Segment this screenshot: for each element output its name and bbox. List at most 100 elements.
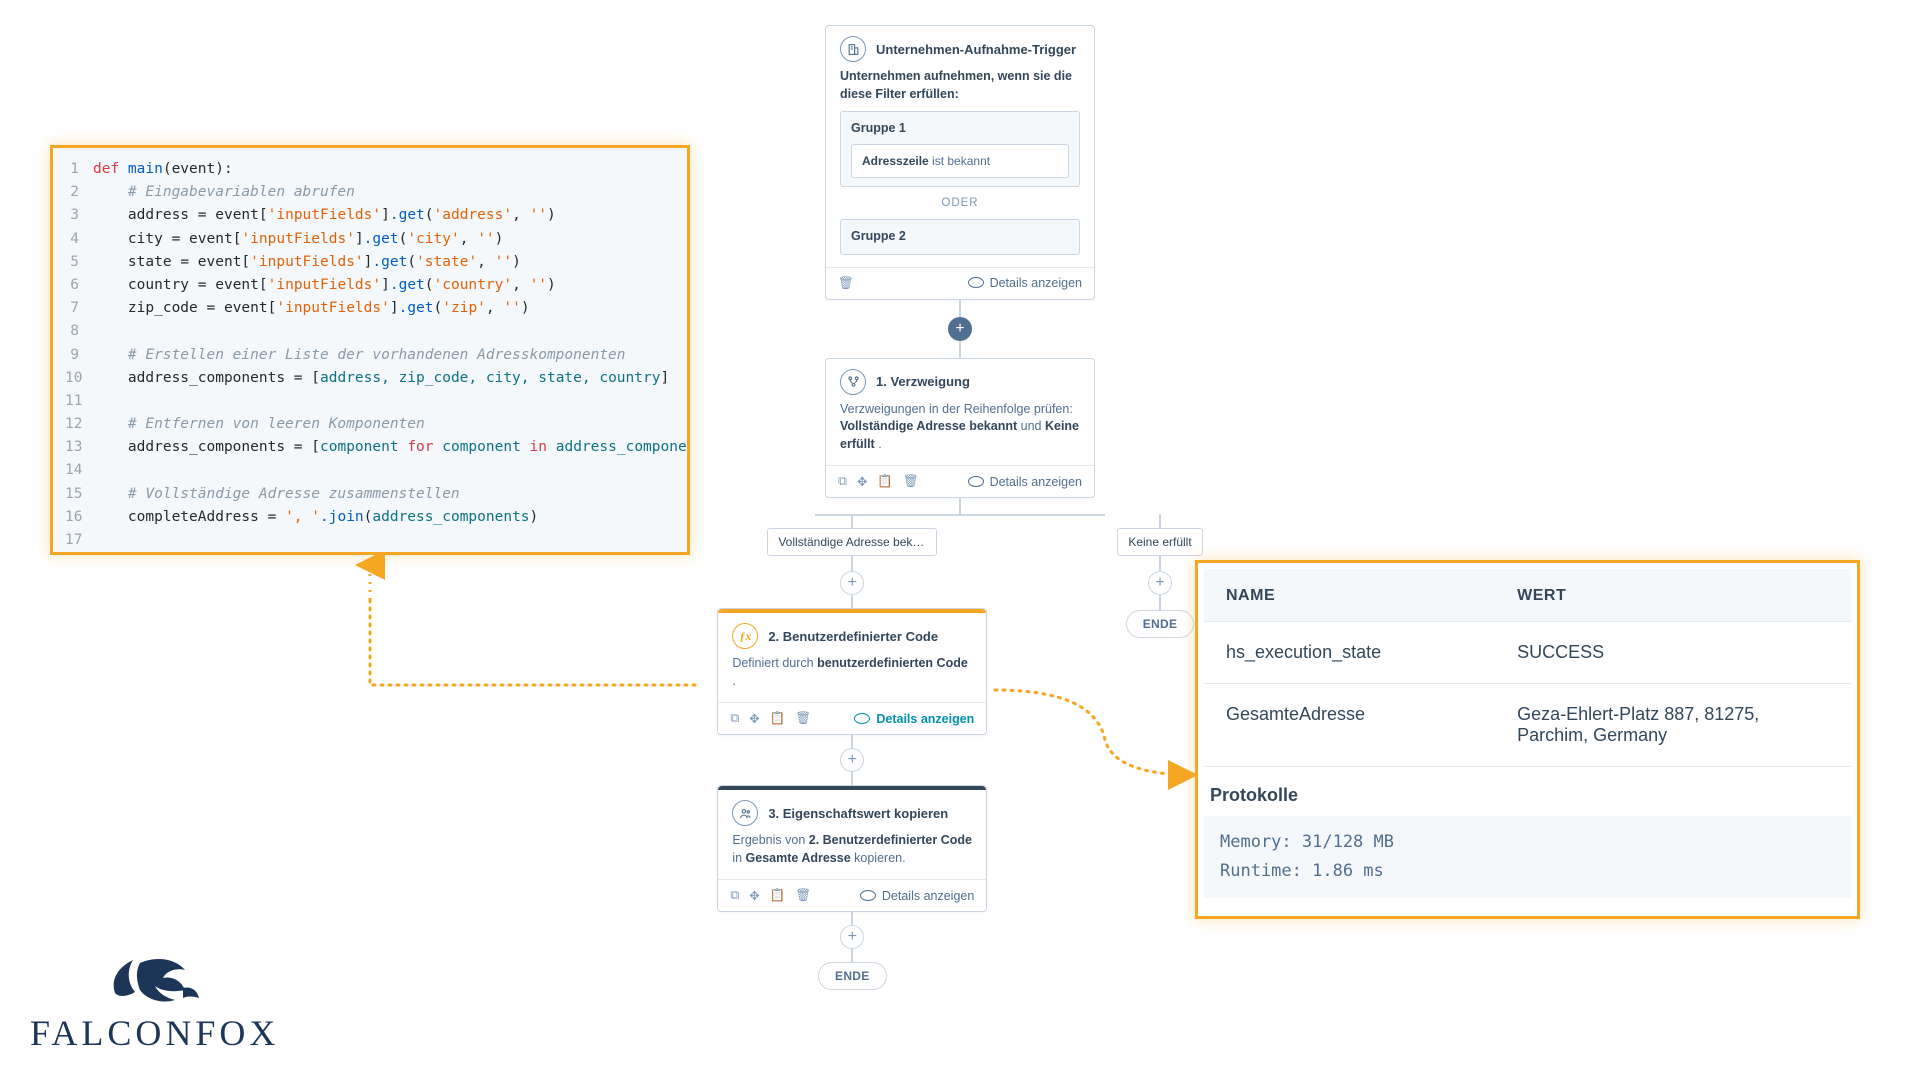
code-step-title: 2. Benutzerdefinierter Code xyxy=(768,629,938,644)
connector xyxy=(851,771,853,785)
filter-group-2-label: Gruppe 2 xyxy=(851,229,906,243)
filter-rule-cond: ist bekannt xyxy=(929,154,990,168)
result-col-name: NAME xyxy=(1204,569,1495,622)
code-icon: ƒx xyxy=(732,623,758,649)
eye-icon xyxy=(854,712,870,726)
add-step-button[interactable]: + xyxy=(948,317,972,341)
copy-step-body-bold2: Gesamte Adresse xyxy=(746,851,851,865)
branch-body-suffix: . xyxy=(878,437,881,451)
connector xyxy=(851,948,853,962)
branch-card[interactable]: 1. Verzweigung Verzweigungen in der Reih… xyxy=(825,358,1095,499)
delete-icon[interactable]: 🗑 xyxy=(795,888,811,903)
delete-icon[interactable]: 🗑 xyxy=(903,474,919,489)
result-cell-name: GesamteAdresse xyxy=(1204,684,1495,767)
details-link[interactable]: Details anzeigen xyxy=(860,889,974,903)
code-line: 16 completeAddress = ', '.join(address_c… xyxy=(65,506,675,529)
connector xyxy=(1159,594,1161,610)
result-row: hs_execution_state SUCCESS xyxy=(1204,622,1851,684)
code-line: 2 # Eingabevariablen abrufen xyxy=(65,181,675,204)
details-link[interactable]: Details anzeigen xyxy=(968,475,1082,489)
delete-icon[interactable]: 🗑 xyxy=(795,711,811,726)
end-node: ENDE xyxy=(818,962,887,990)
code-line: 18 # Ausgabevariablen zurückgeben xyxy=(65,552,675,555)
details-label: Details anzeigen xyxy=(876,712,974,726)
clipboard-icon[interactable]: 📋 xyxy=(770,888,786,903)
result-cell-value: SUCCESS xyxy=(1495,622,1851,684)
connector xyxy=(959,340,961,358)
code-line: 12 # Entfernen von leeren Komponenten xyxy=(65,413,675,436)
connector xyxy=(851,514,853,528)
details-link[interactable]: Details anzeigen xyxy=(854,712,974,726)
connector xyxy=(959,300,961,318)
branch-icon xyxy=(840,369,866,395)
move-icon[interactable]: ✥ xyxy=(857,474,867,489)
code-line: 13 address_components = [component for c… xyxy=(65,436,675,459)
result-panel: NAME WERT hs_execution_state SUCCESS Ges… xyxy=(1195,560,1860,919)
code-line: 5 state = event['inputFields'].get('stat… xyxy=(65,251,675,274)
connector xyxy=(851,735,853,749)
filter-group-1-label: Gruppe 1 xyxy=(851,121,906,135)
branch-body-prefix: Verzweigungen in der Reihenfolge prüfen: xyxy=(840,402,1073,416)
move-icon[interactable]: ✥ xyxy=(749,711,759,726)
copy-icon[interactable]: ⧉ xyxy=(730,888,739,903)
clipboard-icon[interactable]: 📋 xyxy=(877,474,893,489)
branch-body-mid: und xyxy=(1021,419,1045,433)
code-step-body-bold: benutzerdefinierten Code xyxy=(817,656,968,670)
code-step-body-suffix: . xyxy=(732,674,735,688)
eye-icon xyxy=(968,475,984,489)
copy-icon[interactable]: ⧉ xyxy=(730,711,739,726)
connector xyxy=(851,594,853,608)
move-icon[interactable]: ✥ xyxy=(749,888,759,903)
clipboard-icon[interactable]: 📋 xyxy=(770,711,786,726)
eye-icon xyxy=(860,889,876,903)
connector xyxy=(851,912,853,926)
add-step-button[interactable]: + xyxy=(1148,571,1172,595)
code-line: 6 country = event['inputFields'].get('co… xyxy=(65,274,675,297)
copy-step-card[interactable]: 3. Eigenschaftswert kopieren Ergebnis vo… xyxy=(717,785,987,912)
code-step-card[interactable]: ƒx 2. Benutzerdefinierter Code Definiert… xyxy=(717,608,987,735)
workflow-column: Unternehmen-Aufnahme-Trigger Unternehmen… xyxy=(730,25,1190,990)
protocol-title: Protokolle xyxy=(1210,785,1845,806)
building-icon xyxy=(840,36,866,62)
code-line: 15 # Vollständige Adresse zusammenstelle… xyxy=(65,483,675,506)
code-line: 11 xyxy=(65,390,675,413)
code-line: 8 xyxy=(65,320,675,343)
add-step-button[interactable]: + xyxy=(840,571,864,595)
connector xyxy=(1159,556,1161,572)
filter-or-separator: ODER xyxy=(840,195,1080,211)
result-row: GesamteAdresse Geza-Ehlert-Platz 887, 81… xyxy=(1204,684,1851,767)
code-line: 7 zip_code = event['inputFields'].get('z… xyxy=(65,297,675,320)
copy-step-body-bold1: 2. Benutzerdefinierter Code xyxy=(809,833,972,847)
brand-name: FALCONFOX xyxy=(30,1012,279,1054)
details-label: Details anzeigen xyxy=(990,276,1082,290)
contacts-icon xyxy=(732,800,758,826)
details-link[interactable]: Details anzeigen xyxy=(968,276,1082,290)
branch-body-bold1: Vollständige Adresse bekannt xyxy=(840,419,1017,433)
code-line: 4 city = event['inputFields'].get('city'… xyxy=(65,228,675,251)
trigger-card[interactable]: Unternehmen-Aufnahme-Trigger Unternehmen… xyxy=(825,25,1095,300)
connector xyxy=(959,498,961,514)
connector xyxy=(851,556,853,572)
code-editor-panel: 1def main(event):2 # Eingabevariablen ab… xyxy=(50,145,690,555)
copy-step-title: 3. Eigenschaftswert kopieren xyxy=(768,806,948,821)
filter-group-1[interactable]: Gruppe 1 Adresszeile ist bekannt xyxy=(840,111,1080,187)
arrow-code-to-step xyxy=(355,555,715,705)
protocol-line: Runtime: 1.86 ms xyxy=(1220,857,1835,886)
branch-right-label[interactable]: Keine erfüllt xyxy=(1117,528,1202,556)
result-cell-value: Geza-Ehlert-Platz 887, 81275, Parchim, G… xyxy=(1495,684,1851,767)
code-step-body-prefix: Definiert durch xyxy=(732,656,817,670)
add-step-button[interactable]: + xyxy=(840,748,864,772)
branch-left-label[interactable]: Vollständige Adresse beka… xyxy=(767,528,937,556)
trigger-title: Unternehmen-Aufnahme-Trigger xyxy=(876,42,1076,57)
filter-group-2[interactable]: Gruppe 2 xyxy=(840,219,1080,255)
add-step-button[interactable]: + xyxy=(840,925,864,949)
end-node: ENDE xyxy=(1126,610,1195,638)
delete-icon[interactable]: 🗑 xyxy=(838,276,854,291)
code-line: 17 xyxy=(65,529,675,552)
copy-icon[interactable]: ⧉ xyxy=(838,474,847,489)
code-line: 9 # Erstellen einer Liste der vorhandene… xyxy=(65,344,675,367)
filter-rule-1[interactable]: Adresszeile ist bekannt xyxy=(851,144,1069,179)
code-line: 14 xyxy=(65,459,675,482)
copy-step-body-prefix: Ergebnis von xyxy=(732,833,808,847)
protocol-log: Memory: 31/128 MB Runtime: 1.86 ms xyxy=(1204,816,1851,898)
